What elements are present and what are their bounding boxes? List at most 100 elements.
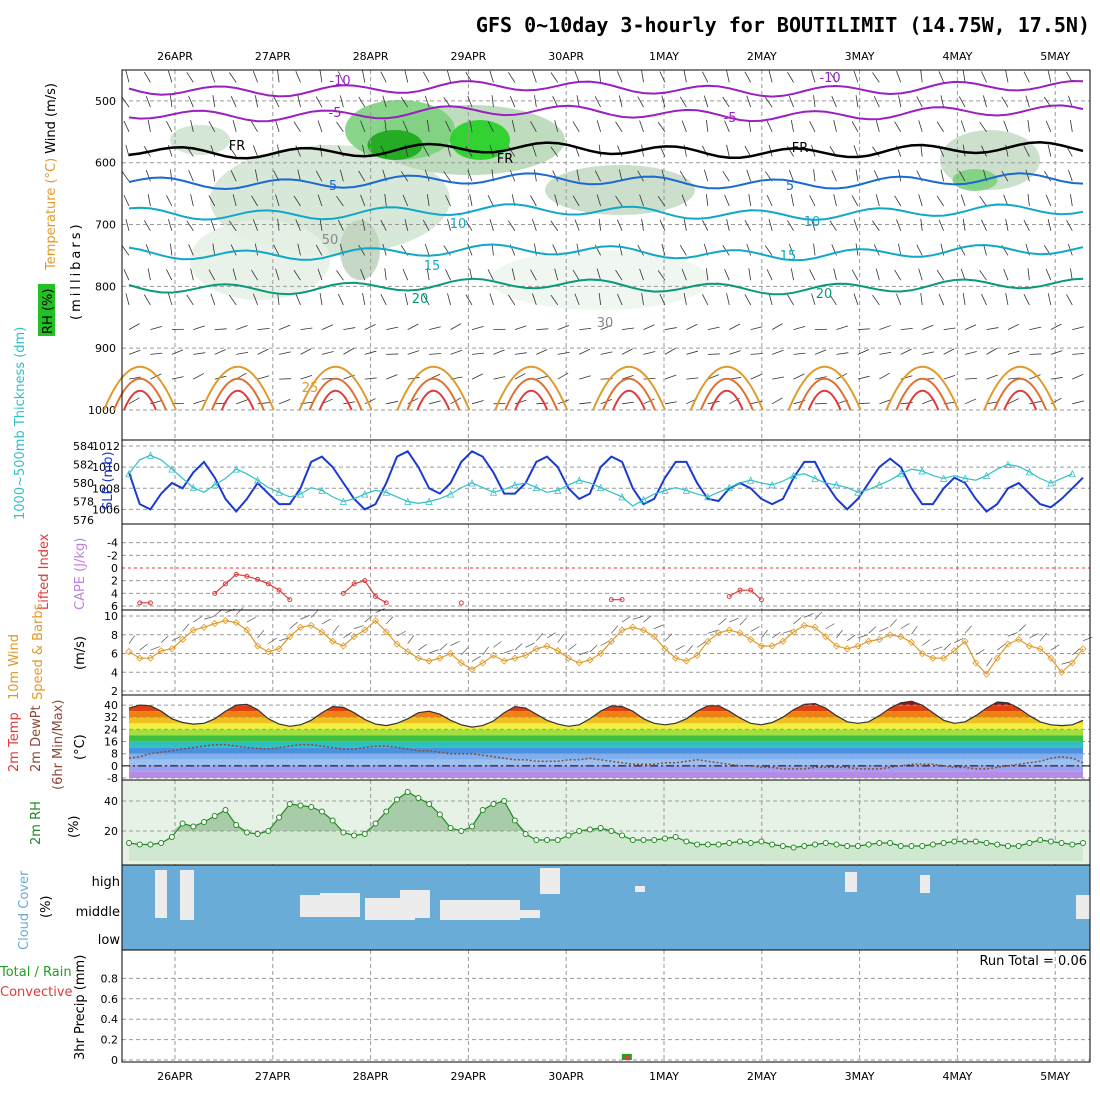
wind10m-marker-87 <box>1057 668 1066 676</box>
wind-barb-269 <box>532 145 537 157</box>
temp2m-ylabel: 2m Temp <box>7 712 22 772</box>
wind-barb-291 <box>557 351 570 355</box>
wind-barb-260 <box>511 268 516 281</box>
wind-barb-258 <box>508 220 516 231</box>
wind-barb-319 <box>600 351 613 355</box>
wind-barb-117 <box>293 195 301 207</box>
x-tick-bottom-3: 29APR <box>450 1070 486 1083</box>
wind10m-marker-31 <box>457 659 465 667</box>
wind-barb-219 <box>447 293 451 306</box>
wind10m-barb-12 <box>257 630 265 639</box>
warm-contour-3 <box>200 366 275 411</box>
wind-barb-583 <box>1005 293 1009 305</box>
wind-barb-274 <box>530 269 537 281</box>
wind-barb-216 <box>447 219 451 231</box>
wind-barb-103 <box>275 194 280 207</box>
wind-barb-214 <box>443 171 451 182</box>
wind-barb-518 <box>920 70 923 83</box>
wind-barb-11 <box>128 349 141 355</box>
slp_thickness-marker-60 <box>768 480 776 489</box>
wind-barb-47 <box>190 194 194 207</box>
warm-contour-22 <box>797 378 852 411</box>
wind-barb-277 <box>536 349 548 355</box>
wind-barb-177 <box>380 294 387 306</box>
rh2m-marker-20 <box>340 829 347 836</box>
slp_thickness-ytick-slp-3: 1012 <box>92 440 120 453</box>
wind-barb-190 <box>402 268 409 281</box>
wind-barb-546 <box>962 70 966 83</box>
wind10m-marker-23 <box>371 617 380 625</box>
wind-barb-28 <box>167 70 173 83</box>
wind10m-marker-5 <box>179 635 187 644</box>
wind-barb-145 <box>336 195 344 207</box>
wind-barb-495 <box>875 194 880 207</box>
lifted_index-marker-59 <box>758 597 764 603</box>
wind10m-barb-15 <box>289 621 298 629</box>
rh2m-fill-low <box>129 831 1083 861</box>
wind-barb-544 <box>943 375 956 380</box>
wind10m-marker-15 <box>286 633 294 641</box>
wind-barb-78 <box>232 268 237 281</box>
wind-barb-24 <box>150 325 163 331</box>
wind-barb-513 <box>896 293 902 306</box>
wind-barb-382 <box>703 169 709 182</box>
slp_thickness-marker-26 <box>404 497 412 505</box>
wind-barb-283 <box>550 146 559 157</box>
wind-barb-267 <box>534 95 537 108</box>
warm-contour-23 <box>807 390 842 411</box>
wind-barb-159 <box>360 194 366 207</box>
wind10m-marker-75 <box>929 654 937 662</box>
rh2m-marker-0 <box>126 840 132 846</box>
warm-contour-2 <box>123 390 157 411</box>
wind10m-barb-60 <box>771 631 781 639</box>
wind10m-barb-28 <box>429 649 439 654</box>
wind-barb-241 <box>489 144 494 157</box>
wind-barb-334 <box>621 375 634 380</box>
wind-barb-366 <box>681 120 687 132</box>
lifted_index-marker-13 <box>265 581 271 587</box>
temp2m-band-3 <box>129 753 1083 760</box>
slp_thickness-ylabel-slp: SLP (mb) <box>101 451 116 510</box>
wind-barb-9 <box>125 293 130 306</box>
wind10m-barb-0 <box>128 635 136 644</box>
wind-barb-351 <box>661 95 666 108</box>
wind10m-marker-57 <box>736 629 744 637</box>
slp_thickness-marker-4 <box>168 465 176 473</box>
contour-label-10: 10 <box>804 215 821 230</box>
x-tick-bottom-7: 3MAY <box>845 1070 875 1083</box>
wind-barb-397 <box>724 194 730 207</box>
wind10m-marker-61 <box>779 637 787 645</box>
wind-barb-362 <box>664 374 677 380</box>
wind-barb-388 <box>707 326 720 331</box>
wind-barb-352 <box>657 121 666 133</box>
rh2m-marker-54 <box>704 841 711 848</box>
wind10m-marker-71 <box>886 631 894 639</box>
wind-barb-144 <box>339 169 344 182</box>
rh2m-marker-40 <box>554 837 561 843</box>
slp_thickness-marker-54 <box>704 492 712 501</box>
warm-contour-6 <box>298 366 373 411</box>
wind-barb-487 <box>857 349 870 355</box>
x-tick-top-8: 4MAY <box>942 50 972 63</box>
wind10m-barb-6 <box>193 616 202 623</box>
isotherm-0 <box>128 79 1084 98</box>
wind10m-marker-62 <box>790 628 798 636</box>
wind10m-marker-6 <box>189 626 197 634</box>
wind10m-marker-83 <box>1015 635 1023 644</box>
rh2m-marker-81 <box>994 841 1001 848</box>
warm-contour-1 <box>113 378 167 411</box>
wind-barb-209 <box>429 400 441 405</box>
wind-barb-431 <box>772 349 784 355</box>
cloud-bg <box>122 865 1090 950</box>
wind-barb-33 <box>166 195 173 207</box>
wind-barb-19 <box>147 194 151 207</box>
wind-barb-369 <box>681 194 687 207</box>
wind10m-barb-89 <box>1082 636 1093 642</box>
slp_thickness-ytick-slp-0: 1006 <box>92 503 120 516</box>
wind10m-marker-64 <box>811 623 819 631</box>
wind-barb-419 <box>750 400 763 405</box>
wind-barb-430 <box>771 323 783 330</box>
lifted_index-ytick-3: 2 <box>111 575 118 588</box>
wind10m-ytick-0: 2 <box>111 685 118 698</box>
lifted_index-marker-24 <box>383 600 389 606</box>
